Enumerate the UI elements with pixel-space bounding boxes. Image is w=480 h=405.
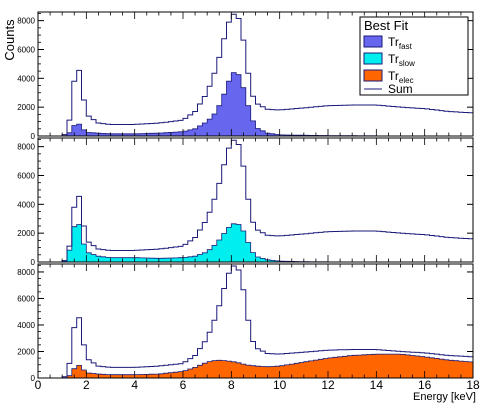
x-tick-label: 10 — [273, 378, 287, 392]
y-tick-label: 2000 — [17, 347, 35, 356]
x-axis: 0 2 4 6 8 10 12 14 16 18 — [35, 378, 480, 392]
y-tick-label: 8000 — [17, 268, 35, 277]
panel-Tr_elec: 0 2000 4000 6000 8000 — [17, 263, 474, 383]
y-tick-label: 2000 — [17, 103, 35, 112]
legend: Best Fit Trfast Trslow Trelec Sum — [359, 16, 469, 96]
y-tick-label: 8000 — [17, 17, 35, 26]
legend-label-sum: Sum — [388, 82, 413, 96]
y-tick-label: 6000 — [17, 45, 35, 54]
y-tick-label: 0 — [31, 258, 36, 267]
legend-label-elec: Trelec — [388, 69, 414, 85]
y-tick-label: 4000 — [17, 321, 35, 330]
legend-swatch-elec — [363, 69, 383, 82]
x-tick-label: 14 — [370, 378, 384, 392]
y-tick-label: 6000 — [17, 171, 35, 180]
y-tick-label: 2000 — [17, 229, 35, 238]
legend-label-fast: Trfast — [388, 35, 413, 51]
x-tick-label: 6 — [180, 378, 187, 392]
x-axis-label: Energy [keV] — [413, 391, 476, 403]
x-tick-label: 8 — [228, 378, 235, 392]
y-axis-label: Counts — [2, 19, 17, 61]
x-tick-label: 18 — [466, 378, 480, 392]
area-Tr_elec — [38, 353, 474, 379]
y-tick-label: 8000 — [17, 143, 35, 152]
line-sum — [38, 13, 473, 137]
legend-swatch-slow — [363, 52, 383, 65]
x-tick-label: 2 — [83, 378, 90, 392]
x-tick-label: 4 — [131, 378, 138, 392]
y-tick-label: 4000 — [17, 200, 35, 209]
y-tick-label: 0 — [31, 132, 36, 141]
panels: 0200040006000800002000400060008000020004… — [17, 11, 474, 383]
legend-label-slow: Trslow — [388, 52, 415, 68]
legend-title: Best Fit — [364, 18, 408, 33]
line-sum — [38, 139, 473, 263]
panel-Tr_slow: 0 2000 4000 6000 8000 — [17, 137, 474, 267]
y-tick-label: 0 — [31, 374, 36, 383]
x-tick-label: 12 — [321, 378, 335, 392]
legend-swatch-fast — [363, 35, 383, 48]
y-tick-label: 4000 — [17, 74, 35, 83]
panel-frame — [37, 137, 474, 263]
line-sum — [38, 265, 473, 379]
x-tick-label: 0 — [35, 378, 42, 392]
x-tick-label: 16 — [418, 378, 432, 392]
panel-Tr_fast: 0 2000 4000 6000 8000 — [17, 11, 474, 141]
y-tick-label: 6000 — [17, 294, 35, 303]
